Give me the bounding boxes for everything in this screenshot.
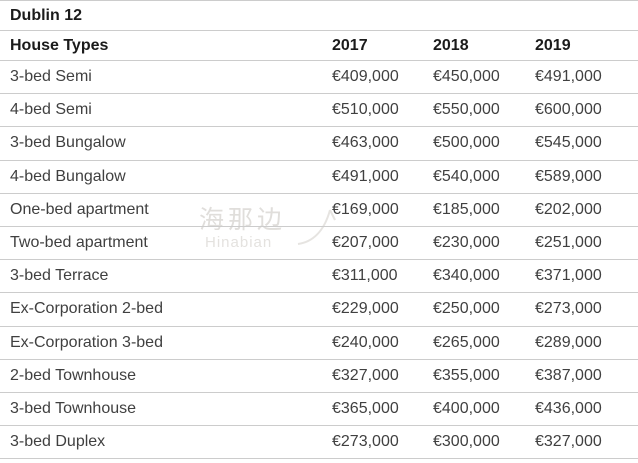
- price-cell-2018: €300,000: [433, 433, 500, 451]
- column-header-2017: 2017: [332, 36, 368, 54]
- table-row: 3-bed Semi €409,000 €450,000 €491,000: [0, 61, 638, 94]
- price-cell-2017: €169,000: [332, 200, 399, 218]
- price-cell-2019: €600,000: [535, 101, 602, 119]
- price-cell-2018: €500,000: [433, 134, 500, 152]
- price-cell-2017: €510,000: [332, 101, 399, 119]
- table-row: Ex-Corporation 3-bed €240,000 €265,000 €289…: [0, 326, 638, 360]
- table-row: 3-bed Duplex €273,000 €300,000 €327,000: [0, 426, 638, 459]
- column-header-2018: 2018: [433, 36, 469, 54]
- price-cell-2018: €550,000: [433, 101, 500, 119]
- house-type-cell: 3-bed Terrace: [10, 267, 109, 285]
- price-cell-2019: €273,000: [535, 300, 602, 318]
- price-cell-2017: €229,000: [332, 300, 399, 318]
- house-type-cell: 3-bed Semi: [10, 68, 92, 86]
- house-type-cell: Ex-Corporation 2-bed: [10, 300, 163, 318]
- table-row: 3-bed Townhouse €365,000 €400,000 €436,000: [0, 392, 638, 426]
- house-type-cell: One-bed apartment: [10, 200, 149, 218]
- price-cell-2017: €365,000: [332, 399, 399, 417]
- price-cell-2019: €589,000: [535, 167, 602, 185]
- table-row: 4-bed Semi €510,000 €550,000 €600,000: [0, 94, 638, 127]
- house-type-cell: 2-bed Townhouse: [10, 366, 137, 384]
- house-type-cell: 3-bed Townhouse: [10, 399, 137, 417]
- price-cell-2019: €251,000: [535, 234, 602, 252]
- price-cell-2017: €207,000: [332, 234, 399, 252]
- price-cell-2017: €273,000: [332, 433, 399, 451]
- price-cell-2018: €230,000: [433, 234, 500, 252]
- table-row: Two-bed apartment €207,000 €230,000 €251,00…: [0, 226, 638, 260]
- table-body: 3-bed Semi €409,000 €450,000 €491,000 4-bed …: [0, 61, 638, 459]
- price-cell-2017: €491,000: [332, 167, 399, 185]
- table-header-row: House Types 2017 2018 2019: [0, 31, 638, 61]
- price-cell-2017: €240,000: [332, 333, 399, 351]
- price-cell-2018: €250,000: [433, 300, 500, 318]
- price-cell-2019: €545,000: [535, 134, 602, 152]
- price-cell-2019: €202,000: [535, 200, 602, 218]
- price-cell-2018: €265,000: [433, 333, 500, 351]
- table-row: 4-bed Bungalow €491,000 €540,000 €589,000: [0, 160, 638, 194]
- table-row: One-bed apartment €169,000 €185,000 €202,00…: [0, 193, 638, 227]
- price-cell-2018: €355,000: [433, 366, 500, 384]
- house-type-cell: Two-bed apartment: [10, 234, 148, 252]
- house-type-cell: 3-bed Duplex: [10, 433, 106, 451]
- table-row: 2-bed Townhouse €327,000 €355,000 €387,000: [0, 359, 638, 393]
- price-cell-2019: €491,000: [535, 68, 602, 86]
- house-type-cell: 3-bed Bungalow: [10, 134, 126, 152]
- price-cell-2018: €540,000: [433, 167, 500, 185]
- price-cell-2019: €371,000: [535, 267, 602, 285]
- price-cell-2017: €463,000: [332, 134, 399, 152]
- column-header-2019: 2019: [535, 36, 571, 54]
- price-cell-2019: €436,000: [535, 399, 602, 417]
- house-type-cell: Ex-Corporation 3-bed: [10, 333, 163, 351]
- price-cell-2019: €387,000: [535, 366, 602, 384]
- title-row: Dublin 12: [0, 0, 638, 31]
- table-row: Ex-Corporation 2-bed €229,000 €250,000 €273…: [0, 293, 638, 326]
- price-cell-2018: €450,000: [433, 68, 500, 86]
- table-row: 3-bed Terrace €311,000 €340,000 €371,000: [0, 260, 638, 293]
- house-type-cell: 4-bed Bungalow: [10, 167, 126, 185]
- house-type-cell: 4-bed Semi: [10, 101, 92, 119]
- price-cell-2019: €289,000: [535, 333, 602, 351]
- price-cell-2017: €311,000: [332, 267, 398, 285]
- table-row: 3-bed Bungalow €463,000 €500,000 €545,000: [0, 127, 638, 161]
- price-cell-2019: €327,000: [535, 433, 602, 451]
- price-cell-2018: €400,000: [433, 399, 500, 417]
- column-header-house-types: House Types: [10, 36, 109, 54]
- price-cell-2018: €185,000: [433, 200, 500, 218]
- price-cell-2018: €340,000: [433, 267, 500, 285]
- price-cell-2017: €409,000: [332, 68, 399, 86]
- page-title: Dublin 12: [10, 6, 83, 24]
- price-cell-2017: €327,000: [332, 366, 399, 384]
